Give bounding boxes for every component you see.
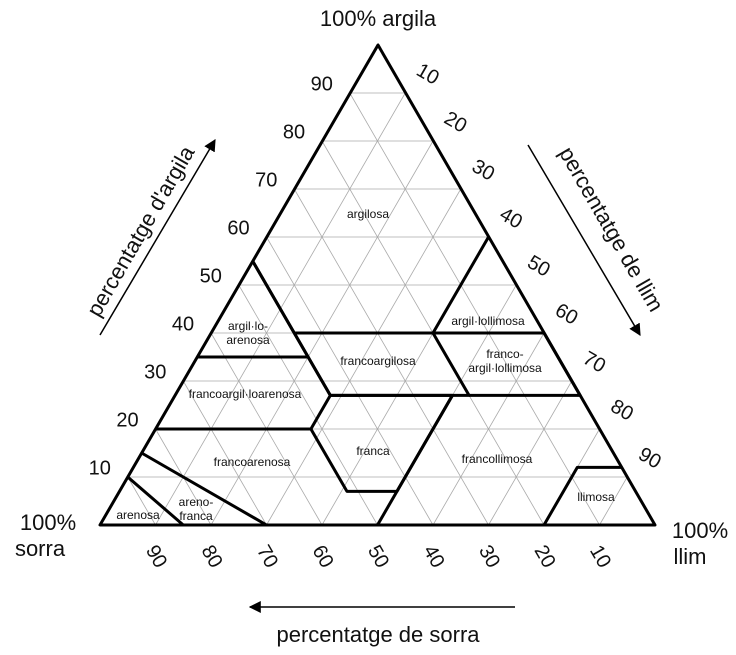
- grid-line: [599, 476, 628, 526]
- corner-left: sorra: [15, 536, 66, 561]
- region-label: francoargilosa: [340, 354, 416, 368]
- grid-line: [432, 332, 545, 526]
- tick-label: 10: [89, 457, 111, 479]
- tick-label: 70: [255, 169, 277, 191]
- tick-label: 90: [311, 73, 333, 95]
- tick-label: 10: [412, 59, 442, 89]
- tick-label: 30: [474, 542, 504, 572]
- tick-label: 50: [523, 251, 553, 281]
- region-label: argil·lollimosa: [451, 314, 525, 328]
- axis-title: percentatge d'argila: [82, 141, 200, 321]
- region-label: franca: [179, 509, 213, 523]
- labels: 90 80 70 60 50 40 30 20 10 10 20 30 40 50 60 70 80 90 90 80…: [89, 59, 665, 571]
- tick-label: 30: [144, 361, 166, 383]
- grid: [127, 92, 628, 526]
- grid-line: [266, 188, 462, 526]
- boundary: [155, 356, 332, 431]
- corner-left: 100%: [20, 510, 76, 535]
- region-label: areno-: [179, 495, 214, 509]
- tick-label: 90: [141, 542, 171, 572]
- tick-label: 80: [197, 542, 227, 572]
- grid-line: [349, 92, 600, 526]
- region-label: francoargil·loarenosa: [189, 387, 302, 401]
- tick-label: 60: [308, 542, 338, 572]
- region-label: arenosa: [116, 508, 160, 522]
- axis-title: percentatge de llim: [554, 142, 669, 315]
- tick-label: 20: [440, 107, 470, 137]
- region-label: llimosa: [577, 490, 615, 504]
- tick-label: 60: [551, 299, 581, 329]
- tick-label: 50: [200, 265, 222, 287]
- boundary: [126, 475, 185, 527]
- grid-line: [488, 380, 573, 526]
- tick-label: 50: [363, 542, 393, 572]
- tick-label: 40: [172, 313, 194, 335]
- corner-top: 100% argila: [320, 6, 437, 31]
- tick-label: 10: [585, 542, 615, 572]
- boundary: [140, 451, 268, 527]
- tick-label: 30: [468, 155, 498, 185]
- tick-label: 60: [227, 217, 249, 239]
- corner-right: llim: [674, 544, 707, 569]
- region-label: argilosa: [347, 207, 389, 221]
- arrow: [99, 138, 216, 336]
- class-boundaries: [126, 236, 622, 527]
- triangle-outline: [98, 43, 657, 527]
- boundary: [376, 394, 454, 526]
- tick-label: 80: [607, 395, 637, 425]
- grid-line: [238, 284, 378, 526]
- region-label: francoarenosa: [214, 455, 291, 469]
- tick-label: 70: [579, 347, 609, 377]
- region-label: arenosa: [226, 333, 270, 347]
- region-label: franco-: [486, 347, 523, 361]
- tick-label: 20: [530, 542, 560, 572]
- axis-title: percentatge de sorra: [276, 622, 480, 647]
- tick-label: 40: [419, 542, 449, 572]
- region-label: argil·lollimosa: [468, 361, 542, 375]
- corner-right: 100%: [672, 518, 728, 543]
- grid-line: [127, 476, 156, 526]
- arrow: [527, 144, 641, 337]
- tick-label: 90: [634, 443, 664, 473]
- tick-label: 20: [116, 409, 138, 431]
- region-label: franca: [356, 444, 390, 458]
- grid-line: [182, 380, 267, 526]
- region-label: francollimosa: [462, 452, 533, 466]
- tick-label: 40: [496, 203, 526, 233]
- tick-label: 70: [252, 542, 282, 572]
- tick-label: 80: [283, 121, 305, 143]
- region-label: argil·lo-: [228, 319, 268, 333]
- boundary: [542, 465, 622, 526]
- grid-line: [293, 188, 489, 526]
